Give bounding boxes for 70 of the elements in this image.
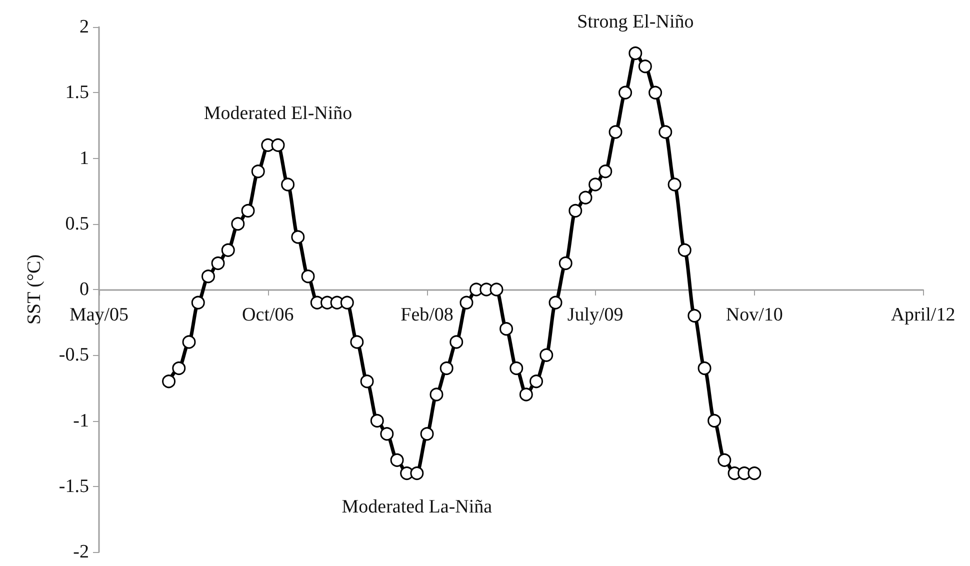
point — [450, 335, 464, 349]
point — [500, 322, 514, 336]
point — [598, 164, 612, 178]
point — [588, 178, 602, 192]
point — [688, 309, 702, 322]
x-tick-label: July/09 — [567, 304, 624, 326]
point — [380, 427, 394, 441]
point — [568, 204, 582, 218]
point — [350, 335, 364, 349]
point — [182, 335, 196, 349]
annotation: Strong El-Niño — [577, 11, 694, 32]
point — [281, 178, 295, 192]
point — [430, 388, 444, 402]
point — [231, 217, 245, 231]
point — [540, 348, 554, 362]
point — [410, 466, 424, 480]
point — [708, 414, 722, 428]
point — [510, 362, 524, 375]
x-tick-label: Oct/06 — [242, 304, 294, 326]
point — [390, 453, 404, 467]
point — [548, 296, 562, 310]
x-tick-label: Feb/08 — [400, 304, 454, 326]
point — [251, 164, 265, 178]
point — [530, 374, 544, 388]
point — [221, 243, 235, 257]
point — [638, 60, 652, 74]
point — [202, 270, 215, 284]
x-tick-label: May/05 — [69, 304, 129, 326]
y-tick-label: -1 — [73, 410, 89, 432]
point — [301, 270, 315, 284]
point — [211, 256, 225, 270]
y-tick-label: 2 — [80, 16, 89, 38]
point — [241, 204, 255, 218]
y-tick-label: 1.5 — [65, 82, 89, 104]
point — [172, 362, 186, 375]
point — [668, 178, 682, 192]
point — [678, 243, 692, 257]
y-tick-label: 0 — [80, 279, 89, 300]
point — [360, 374, 374, 388]
y-axis-title: SST (°C) — [24, 254, 45, 325]
y-tick-label: -1.5 — [58, 476, 89, 497]
point — [618, 86, 632, 100]
point — [519, 388, 533, 402]
point — [628, 46, 642, 60]
point — [460, 296, 474, 310]
x-tick-label: Nov/10 — [726, 304, 783, 326]
point — [162, 374, 176, 388]
point — [291, 230, 305, 244]
point — [271, 138, 285, 152]
point — [490, 282, 504, 296]
point — [370, 414, 384, 428]
point — [718, 453, 732, 467]
point — [420, 427, 434, 441]
y-tick-label: 0.5 — [65, 213, 89, 234]
y-tick-label: -2 — [73, 542, 89, 562]
annotation: Moderated La-Niña — [342, 496, 493, 518]
point — [340, 296, 354, 310]
point — [648, 86, 662, 100]
point — [578, 190, 592, 204]
y-tick-label: 1 — [80, 148, 89, 169]
point — [608, 125, 622, 139]
point — [558, 256, 572, 270]
point — [440, 362, 454, 375]
x-tick-label: April/12 — [890, 304, 956, 326]
annotation: Moderated El-Niño — [204, 103, 352, 124]
point — [698, 362, 712, 375]
point — [191, 296, 205, 310]
point — [748, 466, 762, 480]
y-tick-label: -0.5 — [58, 344, 89, 366]
point — [658, 125, 672, 139]
